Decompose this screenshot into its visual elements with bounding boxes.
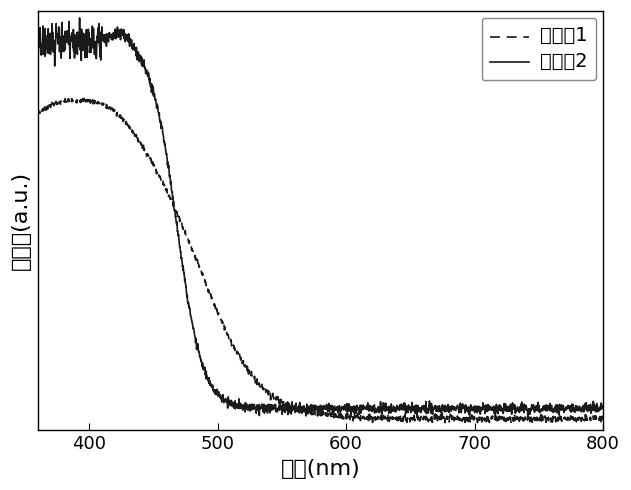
Line: 实施例2: 实施例2 bbox=[38, 18, 603, 416]
实施例1 bbox=[599, 417, 607, 423]
Legend: 实施例1, 实施例2: 实施例1, 实施例2 bbox=[481, 18, 596, 80]
实施例1 bbox=[583, 416, 591, 422]
实施例2 bbox=[34, 39, 42, 45]
实施例2 bbox=[583, 403, 591, 409]
Y-axis label: 吸光度(a.u.): 吸光度(a.u.) bbox=[11, 171, 31, 270]
实施例2 bbox=[63, 36, 71, 42]
X-axis label: 波长(nm): 波长(nm) bbox=[281, 459, 360, 479]
实施例2 bbox=[583, 404, 591, 410]
实施例2 bbox=[309, 406, 317, 412]
实施例1 bbox=[309, 412, 317, 417]
实施例2 bbox=[294, 404, 302, 410]
实施例1 bbox=[369, 419, 377, 425]
Line: 实施例1: 实施例1 bbox=[38, 98, 603, 422]
实施例1 bbox=[480, 414, 487, 419]
实施例1 bbox=[583, 417, 591, 423]
实施例2 bbox=[480, 404, 487, 410]
实施例2 bbox=[599, 405, 607, 411]
实施例1 bbox=[80, 95, 88, 101]
实施例1 bbox=[294, 404, 302, 410]
实施例2 bbox=[524, 413, 531, 419]
实施例2 bbox=[76, 15, 83, 21]
实施例1 bbox=[34, 107, 42, 113]
实施例1 bbox=[63, 98, 71, 103]
